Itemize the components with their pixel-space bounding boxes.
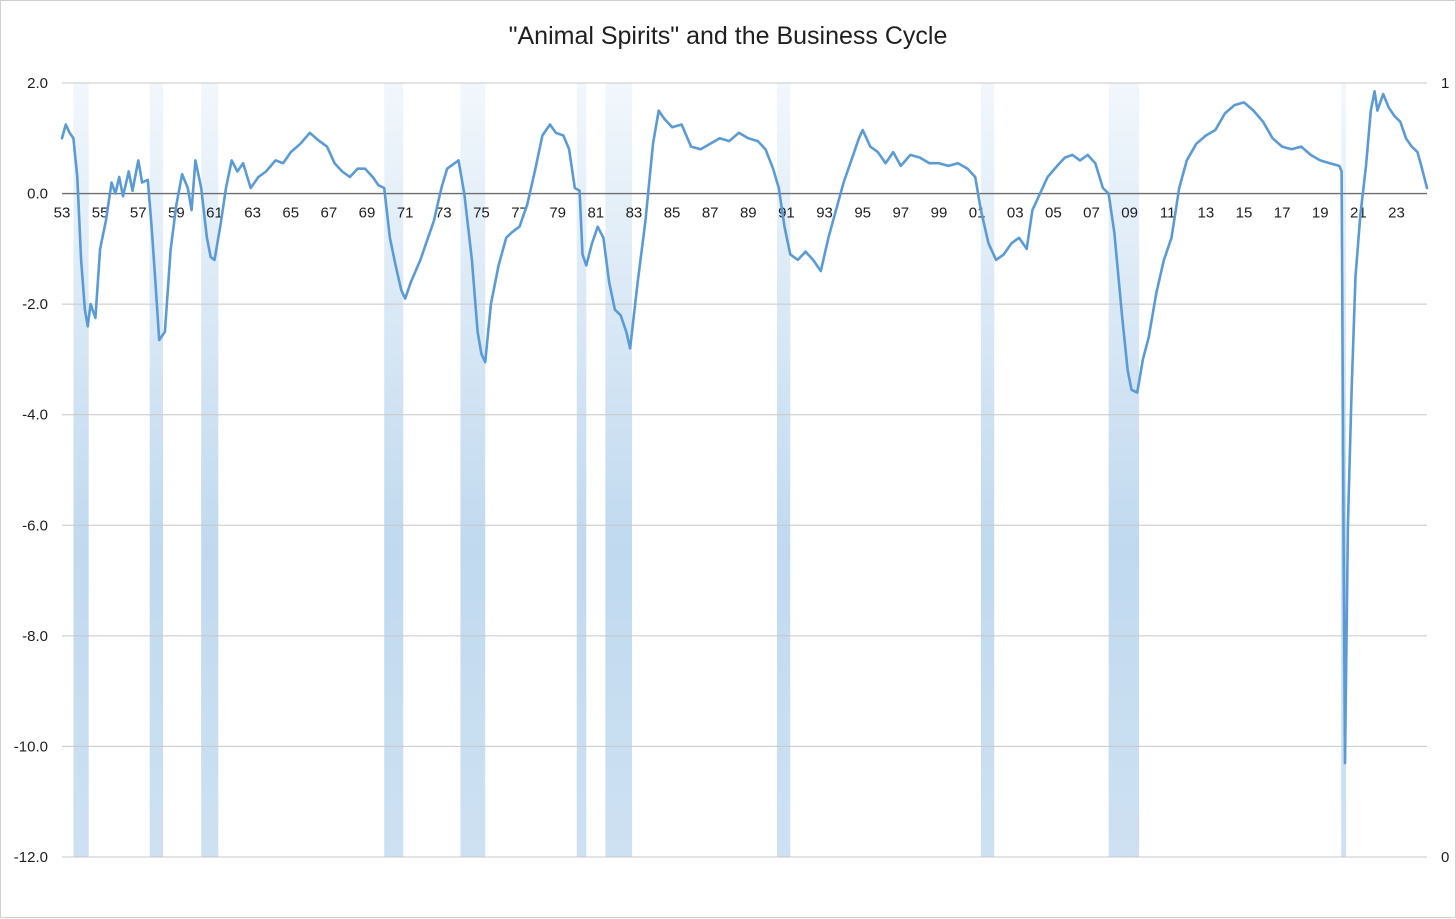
x-tick-label: 73: [435, 205, 452, 222]
x-tick-label: 97: [892, 205, 909, 222]
secondary-y-axis-labels: 10: [1441, 75, 1449, 866]
y2-tick-label: 0: [1441, 849, 1449, 866]
y-tick-label: -2.0: [22, 296, 48, 313]
recession-bands: [73, 83, 1346, 857]
chart-title: "Animal Spirits" and the Business Cycle: [509, 22, 948, 50]
recession-band: [576, 83, 587, 857]
y-tick-label: -8.0: [22, 628, 48, 645]
x-tick-label: 87: [702, 205, 719, 222]
x-tick-label: 19: [1312, 205, 1329, 222]
x-tick-label: 11: [1160, 205, 1176, 222]
recession-band: [980, 83, 995, 857]
x-tick-label: 21: [1350, 205, 1367, 222]
recession-band: [201, 83, 219, 857]
y-tick-label: 2.0: [27, 75, 48, 92]
x-tick-label: 53: [54, 205, 71, 222]
x-tick-label: 03: [1007, 205, 1024, 222]
recession-band: [73, 83, 89, 857]
y-axis-labels: 2.0 0.0 -2.0 -4.0 -6.0 -8.0 -10.0 -12.0: [14, 75, 48, 866]
x-tick-label: 75: [473, 205, 490, 222]
x-tick-label: 95: [854, 205, 871, 222]
x-tick-label: 99: [931, 205, 948, 222]
x-tick-label: 23: [1388, 205, 1405, 222]
x-tick-label: 09: [1121, 205, 1138, 222]
x-tick-label: 57: [130, 205, 147, 222]
x-tick-label: 13: [1198, 205, 1215, 222]
x-tick-label: 61: [206, 205, 223, 222]
recession-band: [1108, 83, 1140, 857]
x-tick-label: 71: [397, 205, 414, 222]
recession-band: [460, 83, 486, 857]
x-tick-label: 67: [321, 205, 338, 222]
y-tick-label: -4.0: [22, 407, 48, 424]
series-lines: [60, 90, 1429, 765]
x-tick-label: 69: [359, 205, 376, 222]
x-tick-label: 79: [549, 205, 566, 222]
x-tick-label: 81: [587, 205, 604, 222]
y-tick-label: 0.0: [27, 186, 48, 203]
recession-band: [605, 83, 633, 857]
x-tick-label: 89: [740, 205, 757, 222]
x-tick-label: 05: [1045, 205, 1062, 222]
x-tick-label: 07: [1083, 205, 1100, 222]
x-tick-label: 85: [664, 205, 681, 222]
x-tick-label: 17: [1274, 205, 1291, 222]
y-tick-label: -12.0: [14, 849, 48, 866]
recession-band: [384, 83, 404, 857]
y-tick-label: -6.0: [22, 517, 48, 534]
x-tick-label: 83: [626, 205, 643, 222]
y-tick-label: -10.0: [14, 738, 48, 755]
recession-band: [776, 83, 791, 857]
x-tick-label: 65: [282, 205, 299, 222]
gridlines: [62, 82, 1427, 858]
x-axis-labels: 53 55 57 59 61 63 65 67 69 71 73 75 77 79 81 83 85 87 89 91…: [54, 205, 1405, 222]
series-line: [60, 90, 1429, 765]
x-tick-label: 63: [244, 205, 261, 222]
x-tick-label: 15: [1236, 205, 1253, 222]
recession-band: [149, 83, 164, 857]
x-tick-label: 55: [92, 205, 109, 222]
y2-tick-label: 1: [1441, 75, 1449, 92]
x-tick-label: 93: [816, 205, 833, 222]
